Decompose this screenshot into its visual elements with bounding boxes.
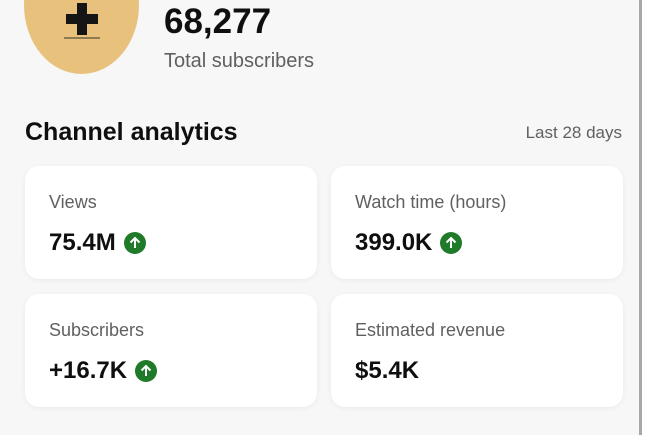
- card-label: Views: [49, 192, 97, 212]
- date-range[interactable]: Last 28 days: [525, 123, 622, 142]
- card-value: +16.7K: [49, 357, 128, 384]
- card-value: 399.0K: [355, 229, 433, 256]
- estimated-revenue-card[interactable]: Estimated revenue $5.4K: [331, 294, 623, 407]
- watch-time-card[interactable]: Watch time (hours) 399.0K: [331, 166, 623, 279]
- arrow-up-icon: [123, 232, 146, 254]
- channel-logo-cross-icon: [66, 3, 98, 35]
- subscribers-card[interactable]: Subscribers +16.7K: [25, 294, 317, 407]
- card-label: Subscribers: [49, 320, 145, 340]
- window-edge: [642, 0, 648, 435]
- total-subscribers-count: 68,277: [164, 2, 272, 41]
- channel-logo-wordmark: [64, 37, 100, 39]
- card-label: Estimated revenue: [355, 320, 506, 340]
- card-value: 75.4M: [49, 229, 116, 256]
- window-edge-divider: [639, 0, 642, 435]
- arrow-up-icon: [440, 232, 463, 254]
- card-label: Watch time (hours): [355, 192, 507, 212]
- total-subscribers-label: Total subscribers: [164, 50, 315, 72]
- channel-analytics-title: Channel analytics: [25, 118, 238, 146]
- views-card[interactable]: Views 75.4M: [25, 166, 317, 279]
- card-value: $5.4K: [355, 357, 420, 384]
- arrow-up-icon: [135, 360, 158, 382]
